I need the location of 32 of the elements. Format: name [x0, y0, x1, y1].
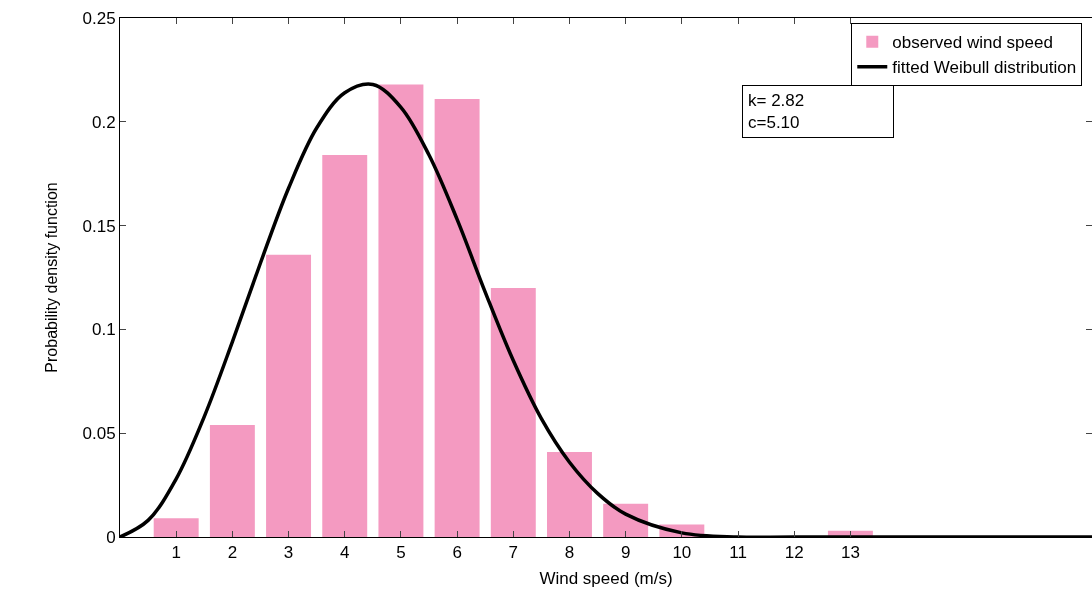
x-tick-label: 6	[452, 543, 462, 563]
x-tick-label: 5	[396, 543, 406, 563]
bar	[490, 287, 536, 537]
legend-label: observed wind speed	[892, 33, 1053, 53]
y-tick-label: 0.1	[91, 320, 116, 340]
bar	[547, 451, 592, 537]
bar	[378, 84, 424, 537]
x-axis-title: Wind speed (m/s)	[539, 568, 673, 588]
x-tick-label: 13	[840, 543, 860, 563]
y-tick-label: 0.05	[82, 424, 116, 444]
x-tick-label: 12	[784, 543, 804, 563]
bar	[434, 98, 480, 537]
x-tick-label: 7	[508, 543, 519, 563]
y-tick-label: 0.25	[82, 8, 116, 28]
x-tick-label: 11	[729, 543, 747, 563]
x-tick-label: 2	[227, 543, 238, 563]
bar	[266, 254, 312, 537]
legend-label: fitted Weibull distribution	[892, 58, 1077, 78]
bar	[153, 518, 199, 537]
y-tick-label: 0.15	[82, 216, 116, 236]
x-tick-label: 9	[620, 543, 631, 563]
bar	[322, 155, 368, 537]
x-tick-label: 1	[171, 543, 181, 563]
y-axis-title: Probability density function	[43, 182, 61, 373]
x-tick-label: 4	[340, 543, 350, 563]
x-tick-label: 3	[283, 543, 294, 563]
y-tick-label: 0	[106, 527, 116, 547]
bar	[209, 424, 255, 537]
y-tick-label: 0.2	[91, 112, 116, 132]
x-tick-label: 10	[672, 543, 692, 563]
x-tick-label: 8	[564, 543, 575, 563]
annotation: k= 2.82 c=5.10	[748, 91, 805, 133]
